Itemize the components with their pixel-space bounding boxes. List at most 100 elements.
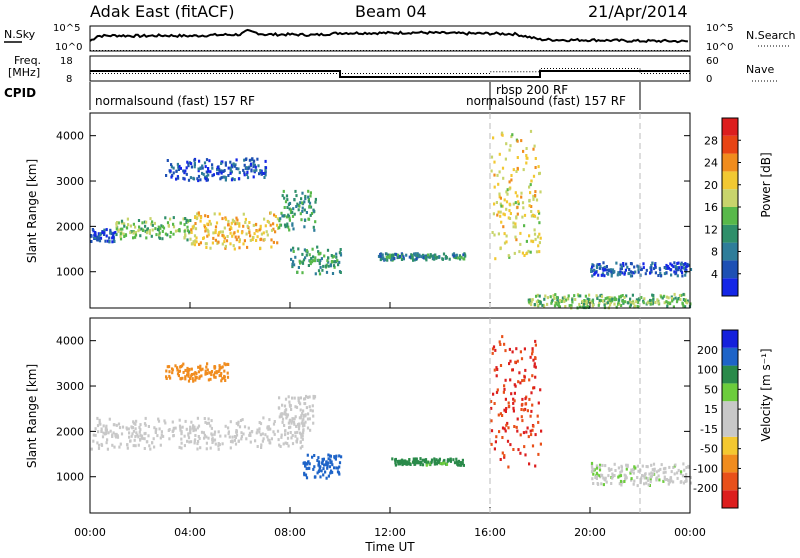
- velocity-cell: [493, 447, 496, 451]
- velocity-cell: [636, 464, 639, 468]
- power-cell: [533, 144, 536, 148]
- power-cell: [684, 273, 687, 277]
- power-cell: [245, 157, 248, 161]
- velocity-cell: [458, 463, 461, 467]
- velocity-cell: [131, 432, 134, 436]
- power-cell: [501, 131, 504, 135]
- velocity-cell: [187, 374, 190, 378]
- velocity-cell: [517, 448, 520, 452]
- velocity-cell: [511, 368, 514, 372]
- velocity-cell: [673, 472, 676, 476]
- velocity-cell: [503, 387, 506, 391]
- power-cell: [554, 293, 557, 297]
- velocity-cell: [134, 427, 137, 431]
- velocity-cell: [624, 474, 627, 478]
- power-cell: [212, 231, 215, 235]
- power-cell: [303, 248, 306, 252]
- velocity-cell: [314, 475, 317, 479]
- power-cell: [516, 139, 519, 143]
- power-cell: [259, 238, 262, 242]
- velocity-cell: [676, 471, 679, 475]
- power-cell: [144, 229, 147, 233]
- velocity-cell: [521, 397, 524, 401]
- power-cell: [280, 211, 283, 215]
- velocity-cell: [322, 467, 325, 471]
- power-cell: [412, 258, 415, 262]
- velocity-cell: [163, 419, 166, 423]
- power-cell: [252, 223, 255, 227]
- velocity-cell: [309, 408, 312, 412]
- power-cell: [590, 270, 593, 273]
- velocity-cell: [191, 426, 194, 430]
- velocity-cell: [176, 372, 180, 376]
- velocity-cell: [503, 408, 506, 412]
- power-cell: [186, 238, 189, 242]
- power-cell: [539, 190, 542, 194]
- power-cell: [427, 255, 430, 259]
- power-cell: [301, 201, 304, 205]
- power-cell: [535, 300, 538, 304]
- velocity-cell: [171, 420, 174, 424]
- velocity-cell: [181, 425, 184, 429]
- velocity-cell: [677, 468, 680, 472]
- power-cell: [234, 235, 237, 239]
- power-cell: [390, 257, 394, 261]
- velocity-cell: [679, 472, 682, 476]
- power-cell: [516, 166, 519, 170]
- velocity-cell: [495, 374, 498, 378]
- velocity-cell: [304, 420, 307, 424]
- power-cell: [581, 299, 584, 303]
- power-cell: [326, 259, 329, 263]
- freq-unit: [MHz]: [8, 66, 40, 79]
- velocity-cell: [234, 435, 237, 438]
- power-cell: [555, 296, 559, 299]
- velocity-cell: [329, 458, 332, 462]
- freq-tick-top: 18: [60, 56, 73, 67]
- power-cell: [493, 185, 496, 189]
- velocity-cell: [157, 417, 160, 421]
- power-cell: [531, 240, 535, 244]
- velocity-cell: [283, 410, 286, 414]
- power-cell: [609, 301, 612, 305]
- velocity-cell: [272, 430, 275, 434]
- power-cell: [563, 295, 566, 299]
- velocity-cell: [531, 374, 534, 378]
- velocity-cell: [323, 463, 326, 467]
- velocity-cell: [119, 442, 122, 446]
- power-cell: [243, 163, 246, 167]
- power-cell: [151, 220, 154, 224]
- power-cell: [238, 246, 241, 250]
- power-cell: [591, 299, 594, 303]
- power-cell: [517, 200, 520, 204]
- velocity-cell: [199, 446, 202, 450]
- power-cell: [682, 266, 686, 270]
- velocity-cell: [131, 426, 134, 430]
- velocity-cell: [194, 378, 197, 382]
- velocity-cell: [508, 362, 511, 366]
- velocity-cell: [502, 390, 505, 394]
- velocity-cell: [240, 437, 243, 441]
- power-cell: [610, 272, 613, 276]
- power-cell: [195, 240, 198, 244]
- power-cell: [309, 259, 312, 263]
- power-cell: [493, 202, 496, 206]
- velocity-cell: [338, 461, 342, 465]
- velocity-cell: [305, 394, 308, 398]
- power-cell: [452, 252, 456, 256]
- power-cell: [129, 231, 132, 235]
- velocity-cell: [191, 377, 194, 381]
- power-cell: [307, 198, 310, 201]
- freq-frame: [89, 55, 691, 82]
- velocity-cell: [290, 421, 293, 425]
- nsearch-tick-top: 10^5: [706, 23, 733, 34]
- power-cell: [199, 219, 202, 223]
- power-cell: [317, 252, 320, 256]
- velocity-cell: [299, 408, 302, 412]
- velocity-cell: [105, 424, 108, 428]
- velocity-cell: [207, 378, 210, 382]
- power-cell: [295, 194, 298, 198]
- velocity-cell: [512, 401, 515, 405]
- power-cell: [493, 233, 496, 237]
